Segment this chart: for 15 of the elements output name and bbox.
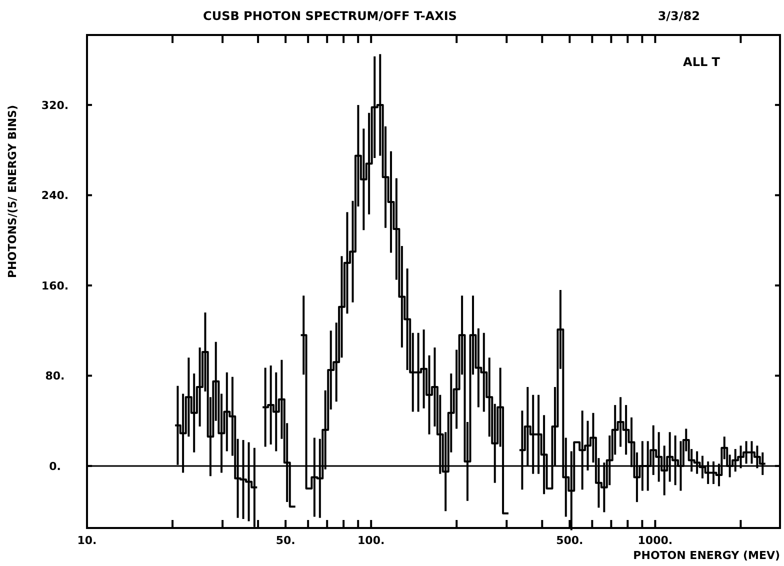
x-axis-title: PHOTON ENERGY (MEV) <box>633 549 780 562</box>
x-tick-label: 50. <box>276 534 296 547</box>
y-tick-label: 160. <box>41 279 69 292</box>
x-tick-label: 500. <box>556 534 584 547</box>
chart-title: CUSB PHOTON SPECTRUM/OFF T-AXIS <box>203 9 457 23</box>
x-tick-label: 10. <box>77 534 97 547</box>
y-tick-label: 240. <box>41 189 69 202</box>
y-tick-label: 320. <box>41 98 69 112</box>
text: 3/3/82 <box>658 9 700 23</box>
y-axis-title: PHOTONS/(5/ ENERGY BINS) <box>6 104 19 278</box>
y-tick-label: 80. <box>45 370 65 383</box>
x-tick-label: 1000. <box>638 534 673 547</box>
y-tick-label: 0. <box>49 460 61 473</box>
x-tick-label: 100. <box>358 534 385 547</box>
annotation: ALL T <box>683 55 721 69</box>
